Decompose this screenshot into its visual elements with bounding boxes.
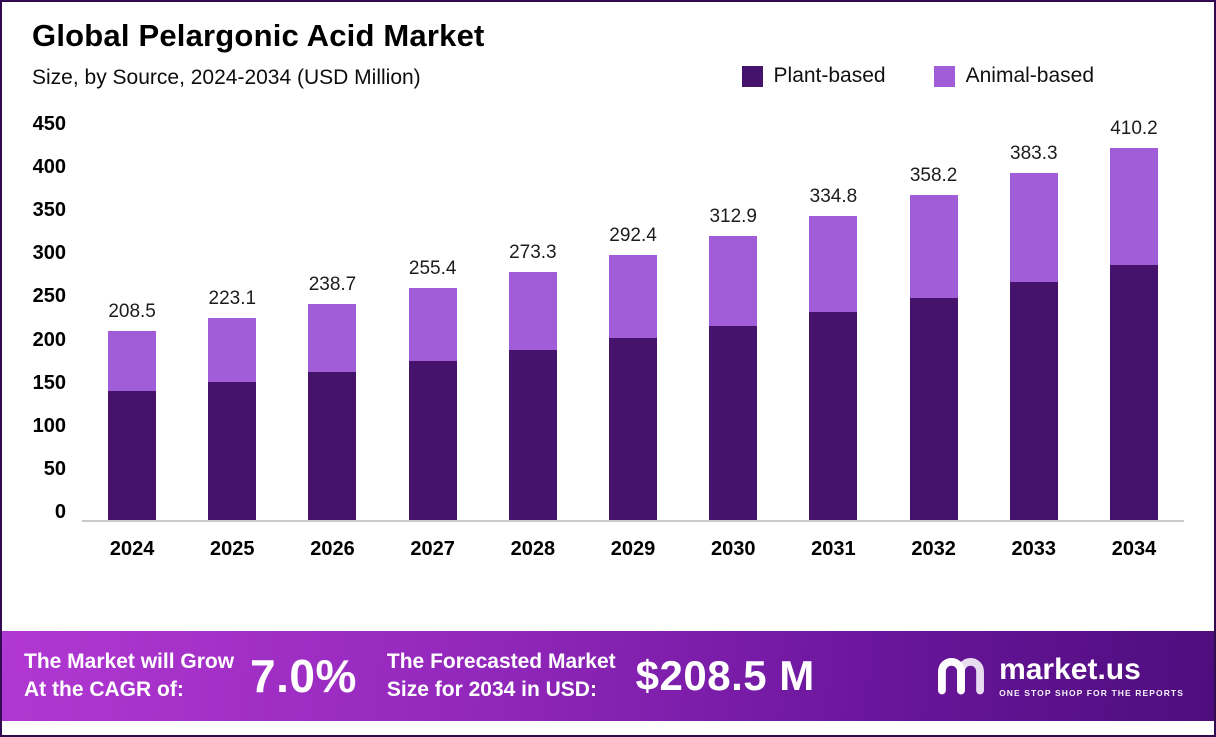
bar-total-label: 223.1	[208, 287, 257, 309]
legend-swatch-animal-based	[933, 65, 955, 87]
bar-total-label: 410.2	[1110, 118, 1158, 140]
y-tick-label: 400	[32, 156, 66, 179]
legend-label-plant-based: Plant-based	[773, 64, 886, 87]
bar-total-label: 255.4	[408, 258, 457, 280]
bar-segment-plant-based	[609, 338, 658, 520]
page-title: Global Pelargonic Acid Market	[32, 18, 485, 53]
page-subtitle: Size, by Source, 2024-2034 (USD Million)	[32, 66, 421, 89]
bar-segment-plant-based	[108, 390, 157, 520]
bar-segment-animal-based	[709, 236, 758, 326]
bar-total-label: 292.4	[609, 224, 657, 246]
bar-group: 208.5	[82, 301, 182, 520]
bar-total-label: 208.5	[108, 300, 156, 322]
y-tick-label: 0	[54, 500, 66, 523]
x-tick-label: 2030	[710, 538, 756, 560]
bar-segment-plant-based	[909, 297, 958, 520]
bar-segment-plant-based	[508, 350, 557, 520]
chart-legend: Plant-based Animal-based	[741, 62, 1094, 90]
bar-total-label: 358.2	[909, 165, 958, 187]
bars-row: 208.5 223.1 238.7 255.4 273.3 292.4 312.9 334.8…	[82, 114, 1184, 520]
bar-segment-plant-based	[709, 325, 758, 520]
bar-total-label: 273.3	[509, 242, 557, 264]
header-titles: Global Pelargonic Acid Market Size, by S…	[32, 18, 485, 90]
bar-segment-animal-based	[609, 254, 658, 339]
bar-group: 312.9	[683, 206, 783, 520]
legend-item-plant-based: Plant-based	[741, 64, 886, 88]
bar-segment-animal-based	[408, 288, 457, 362]
bar-segment-plant-based	[1109, 265, 1158, 520]
y-tick-label: 100	[32, 414, 66, 437]
x-tick-label: 2031	[811, 538, 856, 560]
y-tick-label: 150	[32, 371, 66, 394]
brand-tagline: ONE STOP SHOP FOR THE REPORTS	[999, 687, 1184, 698]
x-tick-label: 2033	[1011, 538, 1057, 560]
cagr-label-line1: The Market will Grow	[24, 649, 235, 673]
bar-segment-animal-based	[909, 195, 958, 298]
y-tick-label: 50	[43, 457, 66, 480]
cagr-label: The Market will Grow At the CAGR of:	[24, 648, 234, 705]
bar-segment-animal-based	[308, 303, 357, 372]
bar-segment-animal-based	[208, 317, 257, 382]
footer-banner: The Market will Grow At the CAGR of: 7.0…	[2, 631, 1214, 721]
legend-swatch-plant-based	[741, 65, 763, 87]
marketus-logo-icon	[935, 652, 987, 701]
x-axis-labels: 2024 2025 2026 2027 2028 2029 2030 2031 2032 2033…	[82, 522, 1184, 561]
x-tick-label: 2027	[410, 538, 455, 560]
y-axis-spacer	[18, 522, 82, 561]
cagr-label-line2: At the CAGR of:	[24, 678, 184, 701]
x-tick-label: 2032	[911, 538, 956, 560]
bar-group: 383.3	[984, 143, 1084, 520]
x-tick-label: 2025	[210, 538, 255, 560]
y-tick-label: 200	[32, 328, 66, 351]
bar-total-label: 238.7	[308, 273, 357, 295]
bar-group: 255.4	[383, 258, 483, 520]
bar-segment-plant-based	[809, 312, 858, 520]
bar-group: 410.2	[1084, 118, 1184, 520]
bar-segment-plant-based	[208, 381, 257, 520]
x-tick-label: 2024	[109, 538, 155, 560]
y-tick-label: 350	[32, 199, 66, 222]
bar-group: 334.8	[783, 186, 883, 520]
bar-total-label: 334.8	[809, 186, 858, 208]
x-tick-label: 2028	[510, 538, 556, 560]
legend-item-animal-based: Animal-based	[933, 64, 1094, 88]
x-tick-label: 2034	[1111, 538, 1157, 560]
bar-segment-plant-based	[308, 371, 357, 520]
bar-segment-animal-based	[108, 330, 157, 391]
bar-segment-plant-based	[408, 361, 457, 520]
bar-group: 358.2	[884, 165, 984, 520]
forecast-value: $208.5 M	[635, 652, 815, 699]
legend-label-animal-based: Animal-based	[965, 64, 1094, 87]
bar-segment-animal-based	[1009, 172, 1058, 282]
y-tick-label: 300	[32, 242, 66, 265]
marketus-logo: market.us ONE STOP SHOP FOR THE REPORTS	[935, 652, 1184, 701]
header: Global Pelargonic Acid Market Size, by S…	[2, 2, 1214, 90]
x-axis: 2024 2025 2026 2027 2028 2029 2030 2031 2032 2033…	[2, 522, 1214, 561]
bar-group: 273.3	[483, 242, 583, 520]
bar-segment-animal-based	[508, 272, 557, 351]
y-tick-label: 250	[32, 285, 66, 308]
bar-group: 292.4	[583, 225, 683, 520]
bar-segment-animal-based	[809, 216, 858, 313]
bar-group: 238.7	[282, 274, 382, 520]
chart-area: 450 400 350 300 250 200 150 100 50 0 208.5 223.1 23…	[2, 114, 1214, 522]
x-tick-label: 2026	[310, 538, 355, 560]
bar-group: 223.1	[182, 288, 282, 520]
y-axis: 450 400 350 300 250 200 150 100 50 0	[18, 114, 82, 522]
brand-name: market.us	[999, 652, 1141, 686]
cagr-value: 7.0%	[250, 650, 357, 702]
x-tick-label: 2029	[610, 538, 656, 560]
bar-total-label: 383.3	[1010, 142, 1058, 164]
forecast-label: The Forecasted Market Size for 2034 in U…	[387, 648, 616, 705]
forecast-label-line2: Size for 2034 in USD:	[386, 678, 597, 701]
forecast-label-line1: The Forecasted Market	[386, 649, 616, 673]
bar-segment-animal-based	[1109, 148, 1158, 266]
plot-area: 208.5 223.1 238.7 255.4 273.3 292.4 312.9 334.8…	[82, 114, 1184, 522]
y-tick-label: 450	[32, 113, 66, 135]
brand-text: market.us ONE STOP SHOP FOR THE REPORTS	[999, 652, 1184, 698]
bar-segment-plant-based	[1009, 281, 1058, 520]
bar-total-label: 312.9	[709, 206, 757, 228]
